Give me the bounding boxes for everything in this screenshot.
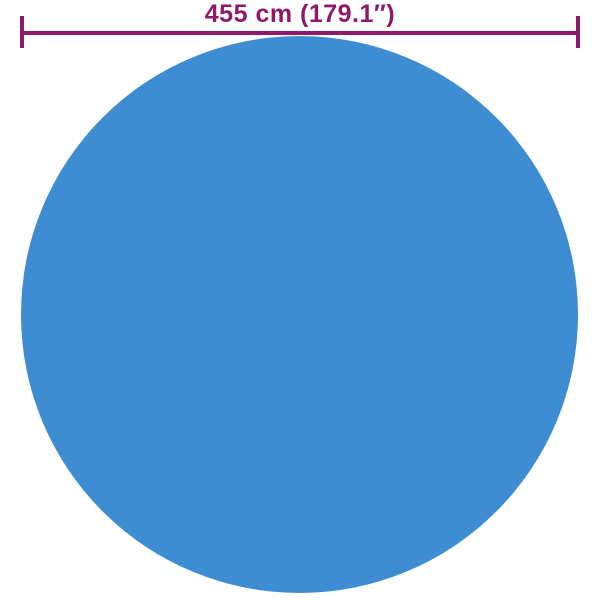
dimension-rule bbox=[22, 31, 578, 35]
dimension-line-icon bbox=[0, 0, 600, 50]
pool-cover-circle bbox=[21, 36, 578, 593]
dimension-label: 455 cm (179.1″) bbox=[204, 0, 396, 28]
dimension-tick-right bbox=[576, 16, 580, 48]
